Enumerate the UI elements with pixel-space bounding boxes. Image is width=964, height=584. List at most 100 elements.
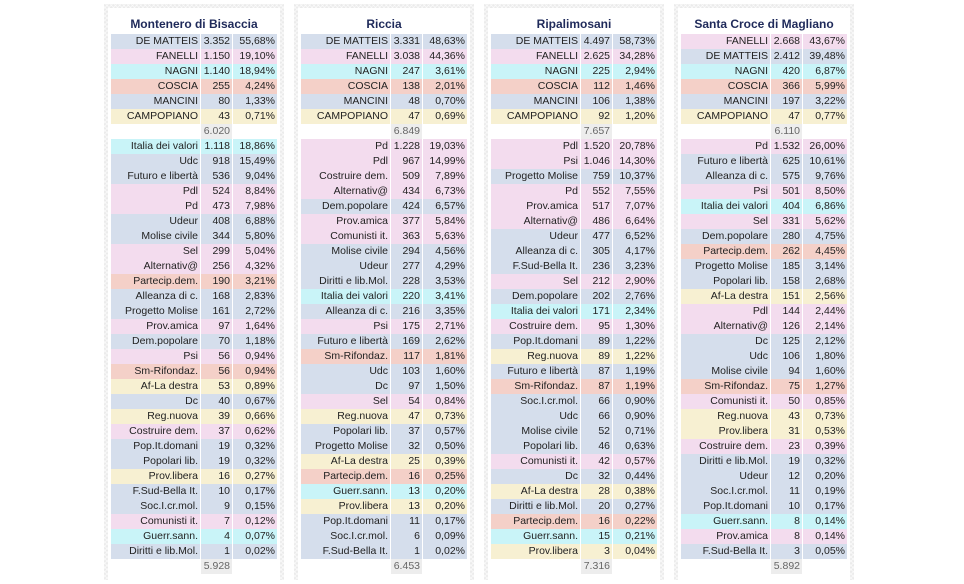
row-name: Af-La destra <box>491 484 580 499</box>
row-name: Pd <box>301 139 390 154</box>
row-name: Udeur <box>681 469 770 484</box>
row-votes: 151 <box>771 289 802 304</box>
row-votes: 52 <box>581 424 612 439</box>
candidate-row: FANELLI 3.038 44,36% <box>301 49 467 64</box>
list-row: Sel 54 0,84% <box>301 394 467 409</box>
list-row: Pdl 1.520 20,78% <box>491 139 657 154</box>
row-votes: 15 <box>581 529 612 544</box>
row-percent: 34,28% <box>613 49 657 64</box>
row-votes: 1.228 <box>391 139 422 154</box>
row-percent: 0,25% <box>423 469 467 484</box>
list-row: Soc.I.cr.mol. 11 0,19% <box>681 484 847 499</box>
row-name: Alternativ@ <box>491 214 580 229</box>
row-percent: 8,50% <box>803 184 847 199</box>
row-percent: 3,41% <box>423 289 467 304</box>
row-percent: 1,18% <box>233 334 277 349</box>
row-votes: 524 <box>201 184 232 199</box>
row-votes: 39 <box>201 409 232 424</box>
list-row: Futuro e libertà 536 9,04% <box>111 169 277 184</box>
row-percent: 44,36% <box>423 49 467 64</box>
row-percent: 2,34% <box>613 304 657 319</box>
list-row: Partecip.dem. 190 3,21% <box>111 274 277 289</box>
row-name: Psi <box>681 184 770 199</box>
row-votes: 37 <box>391 424 422 439</box>
list-row: Psi 501 8,50% <box>681 184 847 199</box>
row-percent: 0,09% <box>423 529 467 544</box>
candidate-row: MANCINI 197 3,22% <box>681 94 847 109</box>
list-row: Af-La destra 25 0,39% <box>301 454 467 469</box>
row-percent: 0,04% <box>613 544 657 559</box>
row-percent: 26,00% <box>803 139 847 154</box>
row-name: Pdl <box>491 139 580 154</box>
row-votes: 169 <box>391 334 422 349</box>
row-percent: 2,14% <box>803 319 847 334</box>
row-percent: 9,04% <box>233 169 277 184</box>
row-name: Alleanza di c. <box>111 289 200 304</box>
lists-total: 6.453 <box>301 559 467 574</box>
row-percent: 10,37% <box>613 169 657 184</box>
row-name: COSCIA <box>111 79 200 94</box>
candidate-row: NAGNI 225 2,94% <box>491 64 657 79</box>
row-percent: 0,70% <box>423 94 467 109</box>
list-row: Molise civile 294 4,56% <box>301 244 467 259</box>
row-name: DE MATTEIS <box>681 49 770 64</box>
list-row: Popolari lib. 46 0,63% <box>491 439 657 454</box>
row-votes: 1.046 <box>581 154 612 169</box>
row-votes: 23 <box>771 439 802 454</box>
list-row: Udeur 12 0,20% <box>681 469 847 484</box>
row-name: Diritti e lib.Mol. <box>681 454 770 469</box>
row-name: MANCINI <box>681 94 770 109</box>
row-percent: 1,38% <box>613 94 657 109</box>
list-row: Costruire dem. 509 7,89% <box>301 169 467 184</box>
row-votes: 25 <box>391 454 422 469</box>
row-name: Psi <box>491 154 580 169</box>
row-votes: 185 <box>771 259 802 274</box>
list-row: Progetto Molise 161 2,72% <box>111 304 277 319</box>
row-votes: 517 <box>581 199 612 214</box>
row-votes: 97 <box>201 319 232 334</box>
list-row: Af-La destra 28 0,38% <box>491 484 657 499</box>
list-row: Alleanza di c. 305 4,17% <box>491 244 657 259</box>
row-votes: 144 <box>771 304 802 319</box>
list-row: Diritti e lib.Mol. 228 3,53% <box>301 274 467 289</box>
row-name: DE MATTEIS <box>301 34 390 49</box>
row-percent: 1,80% <box>803 349 847 364</box>
list-row: Partecip.dem. 16 0,22% <box>491 514 657 529</box>
row-name: FANELLI <box>681 34 770 49</box>
list-row: Pd 473 7,98% <box>111 199 277 214</box>
row-name: Pd <box>681 139 770 154</box>
list-row: Molise civile 94 1,60% <box>681 364 847 379</box>
row-name: Af-La destra <box>301 454 390 469</box>
row-votes: 158 <box>771 274 802 289</box>
row-percent: 0,32% <box>803 454 847 469</box>
row-name: Dem.popolare <box>111 334 200 349</box>
row-votes: 212 <box>581 274 612 289</box>
row-name: Prov.libera <box>111 469 200 484</box>
row-name: Comunisti it. <box>491 454 580 469</box>
row-percent: 3,21% <box>233 274 277 289</box>
lists-total-value: 5.928 <box>201 559 232 574</box>
row-percent: 0,63% <box>613 439 657 454</box>
candidate-row: NAGNI 247 3,61% <box>301 64 467 79</box>
list-row: Comunisti it. 7 0,12% <box>111 514 277 529</box>
list-row: Guerr.sann. 15 0,21% <box>491 529 657 544</box>
row-votes: 552 <box>581 184 612 199</box>
row-votes: 2.412 <box>771 49 802 64</box>
row-name: Alleanza di c. <box>491 244 580 259</box>
lists-total-value: 7.316 <box>581 559 612 574</box>
row-percent: 1,20% <box>613 109 657 124</box>
row-percent: 0,57% <box>423 424 467 439</box>
row-name: Diritti e lib.Mol. <box>111 544 200 559</box>
row-name: Dc <box>491 469 580 484</box>
row-votes: 106 <box>581 94 612 109</box>
list-row: Reg.nuova 89 1,22% <box>491 349 657 364</box>
row-percent: 1,46% <box>613 79 657 94</box>
row-percent: 1,50% <box>423 379 467 394</box>
row-name: Costruire dem. <box>491 319 580 334</box>
row-votes: 2.668 <box>771 34 802 49</box>
list-row: Diritti e lib.Mol. 20 0,27% <box>491 499 657 514</box>
list-row: Comunisti it. 363 5,63% <box>301 229 467 244</box>
row-percent: 0,71% <box>613 424 657 439</box>
list-row: Dem.popolare 280 4,75% <box>681 229 847 244</box>
row-name: Molise civile <box>681 364 770 379</box>
